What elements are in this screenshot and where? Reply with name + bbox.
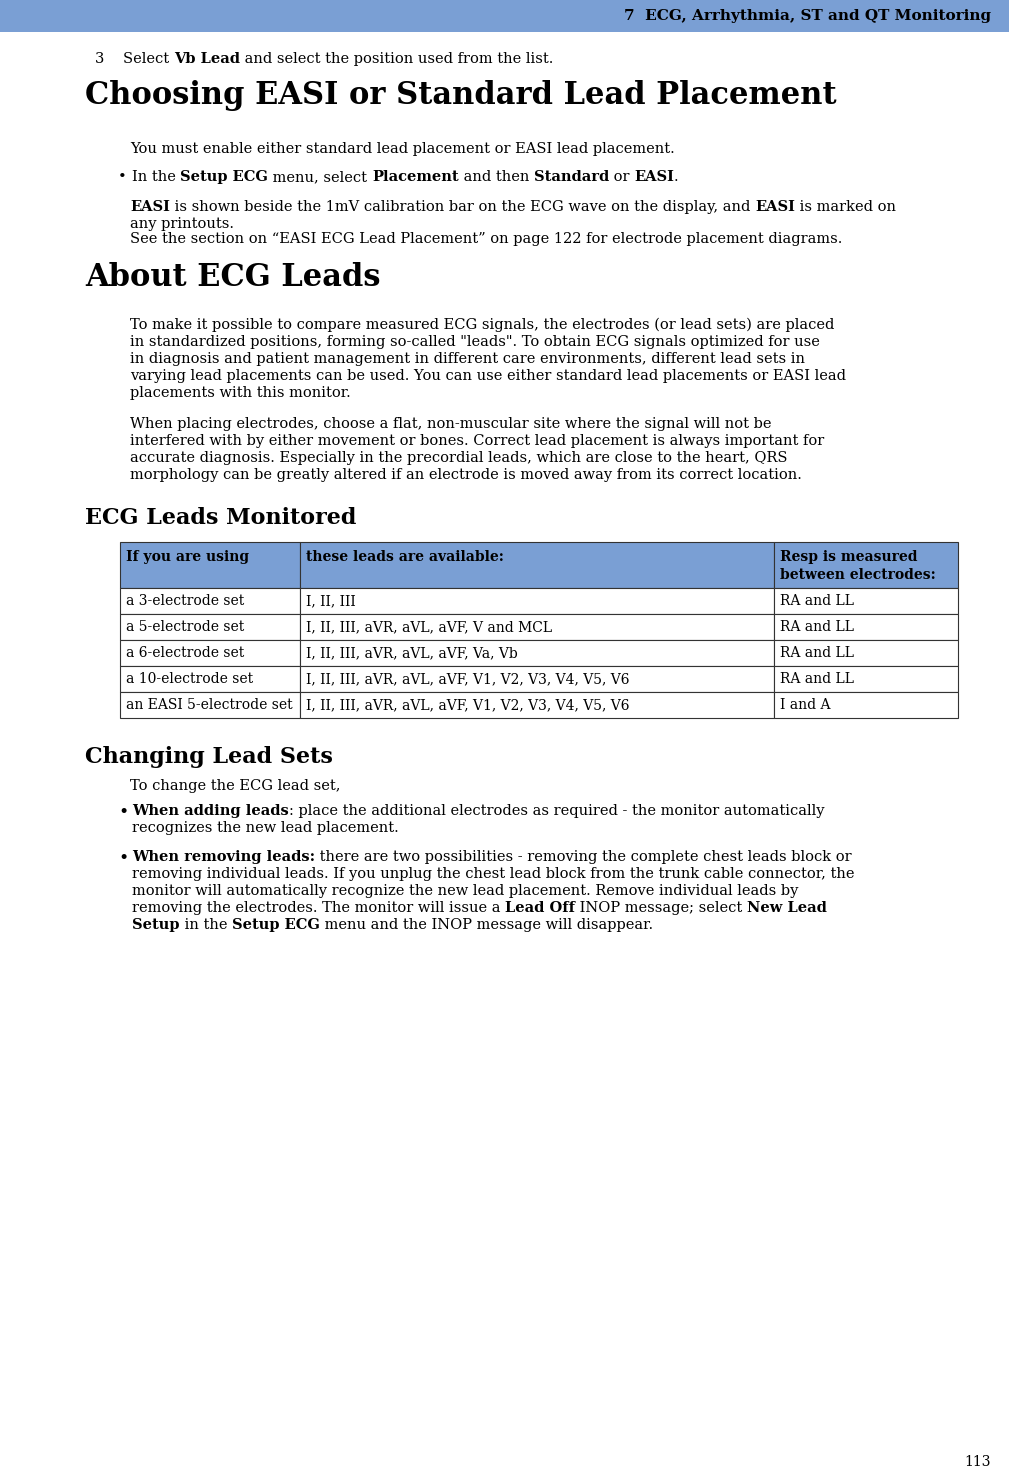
Text: varying lead placements can be used. You can use either standard lead placements: varying lead placements can be used. You… (130, 369, 846, 382)
Text: : place the additional electrodes as required - the monitor automatically: : place the additional electrodes as req… (289, 804, 824, 818)
Text: If you are using: If you are using (126, 551, 249, 564)
Text: .: . (674, 170, 678, 184)
Text: and select the position used from the list.: and select the position used from the li… (240, 52, 553, 66)
Text: To make it possible to compare measured ECG signals, the electrodes (or lead set: To make it possible to compare measured … (130, 317, 834, 332)
Text: Vb Lead: Vb Lead (174, 52, 240, 66)
Text: these leads are available:: these leads are available: (306, 551, 503, 564)
Bar (120, 666, 300, 692)
Text: 3: 3 (95, 52, 104, 66)
Text: To change the ECG lead set,: To change the ECG lead set, (130, 779, 340, 793)
Text: Lead Off: Lead Off (506, 900, 575, 915)
Text: •: • (118, 804, 128, 821)
Text: monitor will automatically recognize the new lead placement. Remove individual l: monitor will automatically recognize the… (132, 884, 798, 897)
Text: accurate diagnosis. Especially in the precordial leads, which are close to the h: accurate diagnosis. Especially in the pr… (130, 452, 787, 465)
Bar (300, 666, 774, 692)
Text: When adding leads: When adding leads (132, 804, 289, 818)
Bar (0, 0, 1009, 32)
Text: a 5-electrode set: a 5-electrode set (126, 620, 244, 635)
Text: any printouts.: any printouts. (130, 217, 234, 232)
Text: INOP message; select: INOP message; select (575, 900, 747, 915)
Text: a 10-electrode set: a 10-electrode set (126, 672, 253, 686)
Text: Placement: Placement (372, 170, 459, 184)
Bar (120, 587, 300, 614)
Text: RA and LL: RA and LL (780, 620, 854, 635)
Bar (120, 692, 300, 717)
Text: You must enable either standard lead placement or EASI lead placement.: You must enable either standard lead pla… (130, 142, 675, 156)
Text: menu and the INOP message will disappear.: menu and the INOP message will disappear… (320, 918, 653, 931)
Bar (774, 692, 958, 717)
Bar (120, 542, 300, 587)
Text: Setup: Setup (132, 918, 180, 931)
Bar (774, 614, 958, 641)
Text: Setup ECG: Setup ECG (181, 170, 268, 184)
Text: •: • (118, 850, 128, 866)
Text: 113: 113 (965, 1455, 991, 1469)
Bar (120, 641, 300, 666)
Text: an EASI 5-electrode set: an EASI 5-electrode set (126, 698, 293, 711)
Text: menu, select: menu, select (268, 170, 372, 184)
Text: 7  ECG, Arrhythmia, ST and QT Monitoring: 7 ECG, Arrhythmia, ST and QT Monitoring (624, 9, 991, 24)
Text: RA and LL: RA and LL (780, 593, 854, 608)
Text: I, II, III, aVR, aVL, aVF, Va, Vb: I, II, III, aVR, aVL, aVF, Va, Vb (306, 646, 518, 660)
Bar (300, 542, 774, 587)
Text: recognizes the new lead placement.: recognizes the new lead placement. (132, 821, 399, 835)
Text: placements with this monitor.: placements with this monitor. (130, 387, 351, 400)
Text: •: • (118, 170, 127, 184)
Bar (774, 587, 958, 614)
Bar (774, 666, 958, 692)
Bar (120, 614, 300, 641)
Text: I, II, III: I, II, III (306, 593, 356, 608)
Text: I, II, III, aVR, aVL, aVF, V and MCL: I, II, III, aVR, aVL, aVF, V and MCL (306, 620, 552, 635)
Text: Choosing EASI or Standard Lead Placement: Choosing EASI or Standard Lead Placement (85, 80, 836, 111)
Bar (300, 641, 774, 666)
Text: New Lead: New Lead (747, 900, 826, 915)
Text: Select: Select (123, 52, 174, 66)
Bar (774, 542, 958, 587)
Text: a 3-electrode set: a 3-electrode set (126, 593, 244, 608)
Bar (774, 641, 958, 666)
Text: When placing electrodes, choose a flat, non-muscular site where the signal will : When placing electrodes, choose a flat, … (130, 418, 772, 431)
Text: there are two possibilities - removing the complete chest leads block or: there are two possibilities - removing t… (315, 850, 852, 863)
Text: In the: In the (132, 170, 181, 184)
Text: removing the electrodes. The monitor will issue a: removing the electrodes. The monitor wil… (132, 900, 506, 915)
Text: EASI: EASI (634, 170, 674, 184)
Text: RA and LL: RA and LL (780, 646, 854, 660)
Text: When removing leads:: When removing leads: (132, 850, 315, 863)
Text: Resp is measured
between electrodes:: Resp is measured between electrodes: (780, 551, 935, 582)
Text: is marked on: is marked on (795, 201, 896, 214)
Text: I, II, III, aVR, aVL, aVF, V1, V2, V3, V4, V5, V6: I, II, III, aVR, aVL, aVF, V1, V2, V3, V… (306, 698, 630, 711)
Text: in the: in the (180, 918, 232, 931)
Text: a 6-electrode set: a 6-electrode set (126, 646, 244, 660)
Text: Setup ECG: Setup ECG (232, 918, 320, 931)
Text: in diagnosis and patient management in different care environments, different le: in diagnosis and patient management in d… (130, 351, 805, 366)
Bar (300, 614, 774, 641)
Text: and then: and then (459, 170, 534, 184)
Text: removing individual leads. If you unplug the chest lead block from the trunk cab: removing individual leads. If you unplug… (132, 866, 855, 881)
Text: I and A: I and A (780, 698, 830, 711)
Text: Changing Lead Sets: Changing Lead Sets (85, 745, 333, 768)
Text: ECG Leads Monitored: ECG Leads Monitored (85, 506, 356, 528)
Bar (300, 587, 774, 614)
Text: in standardized positions, forming so-called "leads". To obtain ECG signals opti: in standardized positions, forming so-ca… (130, 335, 820, 348)
Text: EASI: EASI (130, 201, 170, 214)
Text: is shown beside the 1mV calibration bar on the ECG wave on the display, and: is shown beside the 1mV calibration bar … (170, 201, 755, 214)
Text: Standard: Standard (534, 170, 608, 184)
Text: See the section on “EASI ECG Lead Placement” on page 122 for electrode placement: See the section on “EASI ECG Lead Placem… (130, 232, 843, 246)
Text: morphology can be greatly altered if an electrode is moved away from its correct: morphology can be greatly altered if an … (130, 468, 802, 483)
Text: I, II, III, aVR, aVL, aVF, V1, V2, V3, V4, V5, V6: I, II, III, aVR, aVL, aVF, V1, V2, V3, V… (306, 672, 630, 686)
Text: EASI: EASI (755, 201, 795, 214)
Text: or: or (608, 170, 634, 184)
Text: About ECG Leads: About ECG Leads (85, 263, 380, 294)
Text: interfered with by either movement or bones. Correct lead placement is always im: interfered with by either movement or bo… (130, 434, 824, 449)
Bar (300, 692, 774, 717)
Text: RA and LL: RA and LL (780, 672, 854, 686)
